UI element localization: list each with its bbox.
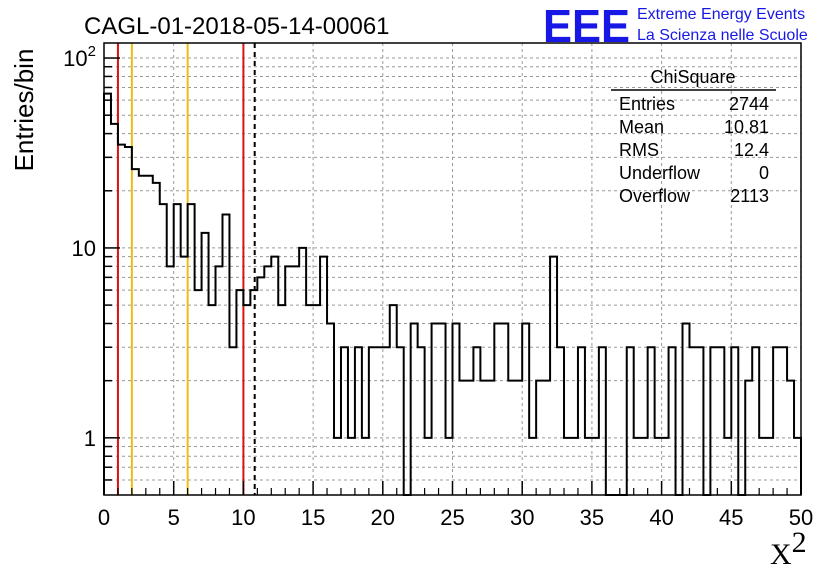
stats-row-value: 10.81 xyxy=(724,117,769,137)
y-tick-label: 10 xyxy=(72,236,96,261)
stats-row-label: Mean xyxy=(619,117,664,137)
y-axis-label: Entries/bin xyxy=(9,49,39,172)
x-tick-label: 40 xyxy=(649,505,673,530)
axis-ticks: 0 5 10 15 20 25 30 35 40 45 50 1 10 102 xyxy=(63,43,813,530)
x-tick-label: 10 xyxy=(231,505,255,530)
eee-logo-mark: EEE xyxy=(543,0,630,52)
x-tick-label: 50 xyxy=(789,505,813,530)
stats-row-value: 12.4 xyxy=(734,140,769,160)
x-axis-label-main: X xyxy=(770,538,792,571)
eee-logo-line2: La Scienza nelle Scuole xyxy=(637,27,808,44)
stats-row-label: Entries xyxy=(619,94,675,114)
x-tick-label: 20 xyxy=(371,505,395,530)
x-axis-label: X2 xyxy=(770,526,807,571)
stats-row-value: 2744 xyxy=(729,94,769,114)
x-tick-label: 15 xyxy=(301,505,325,530)
stats-row-value: 0 xyxy=(759,163,769,183)
eee-logo: EEE Extreme Energy Events La Scienza nel… xyxy=(543,0,808,52)
stats-row-label: Underflow xyxy=(619,163,701,183)
histogram-outline xyxy=(103,92,802,496)
x-tick-label: 0 xyxy=(98,505,110,530)
stats-row-label: Overflow xyxy=(619,186,691,206)
x-tick-label: 30 xyxy=(510,505,534,530)
stats-row-value: 2113 xyxy=(730,186,769,206)
stats-box: ChiSquare Entries 2744 Mean 10.81 RMS 12.4 Und… xyxy=(611,67,776,206)
chart-title: CAGL-01-2018-05-14-00061 xyxy=(84,13,390,40)
stats-row-label: RMS xyxy=(619,140,659,160)
reference-lines xyxy=(116,43,256,495)
y-tick-label: 1 xyxy=(84,426,96,451)
x-tick-label: 25 xyxy=(440,505,464,530)
x-tick-label: 5 xyxy=(168,505,180,530)
x-axis-label-sup: 2 xyxy=(792,526,807,559)
y-tick-label: 102 xyxy=(63,43,96,71)
x-tick-label: 35 xyxy=(580,505,604,530)
stats-title: ChiSquare xyxy=(650,67,735,87)
x-tick-label: 45 xyxy=(719,505,743,530)
eee-logo-line1: Extreme Energy Events xyxy=(637,6,805,23)
